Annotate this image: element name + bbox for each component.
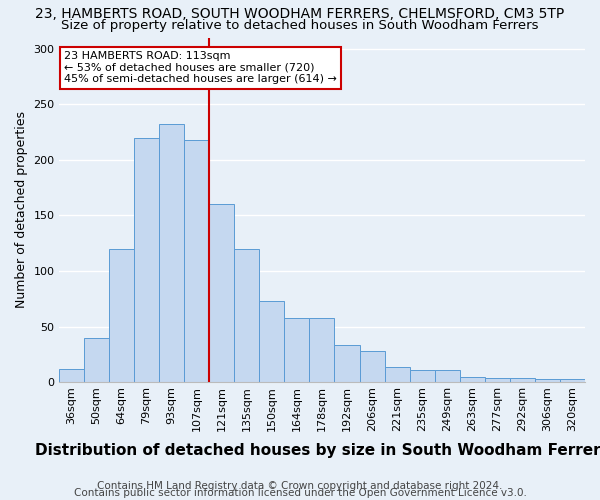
Bar [84, 338, 109, 382]
Bar [159, 124, 184, 382]
X-axis label: Distribution of detached houses by size in South Woodham Ferrers: Distribution of detached houses by size … [35, 442, 600, 458]
Bar [59, 369, 84, 382]
Bar [359, 351, 385, 382]
Bar [385, 366, 410, 382]
Bar [259, 301, 284, 382]
Text: Contains public sector information licensed under the Open Government Licence v3: Contains public sector information licen… [74, 488, 526, 498]
Bar [434, 370, 460, 382]
Bar [460, 376, 485, 382]
Bar [535, 379, 560, 382]
Bar [184, 140, 209, 382]
Bar [560, 379, 585, 382]
Bar [510, 378, 535, 382]
Bar [284, 318, 310, 382]
Bar [109, 248, 134, 382]
Text: Size of property relative to detached houses in South Woodham Ferrers: Size of property relative to detached ho… [61, 18, 539, 32]
Bar [334, 346, 359, 382]
Bar [310, 318, 334, 382]
Bar [410, 370, 434, 382]
Text: Contains HM Land Registry data © Crown copyright and database right 2024.: Contains HM Land Registry data © Crown c… [97, 481, 503, 491]
Bar [209, 204, 234, 382]
Text: 23 HAMBERTS ROAD: 113sqm
← 53% of detached houses are smaller (720)
45% of semi-: 23 HAMBERTS ROAD: 113sqm ← 53% of detach… [64, 52, 337, 84]
Y-axis label: Number of detached properties: Number of detached properties [15, 112, 28, 308]
Bar [485, 378, 510, 382]
Bar [234, 248, 259, 382]
Bar [134, 138, 159, 382]
Text: 23, HAMBERTS ROAD, SOUTH WOODHAM FERRERS, CHELMSFORD, CM3 5TP: 23, HAMBERTS ROAD, SOUTH WOODHAM FERRERS… [35, 8, 565, 22]
